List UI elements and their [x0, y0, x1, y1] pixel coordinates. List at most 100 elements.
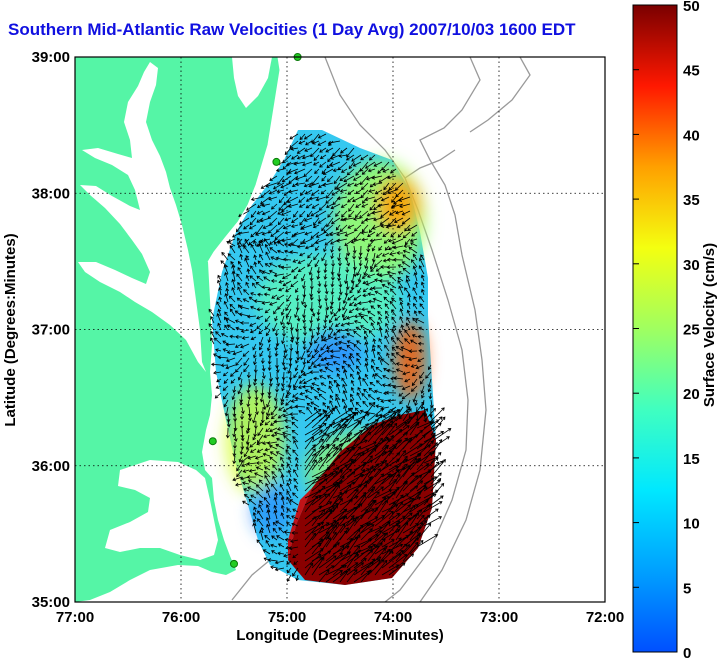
velocity-arrow — [411, 326, 418, 331]
velocity-arrow — [275, 451, 285, 457]
velocity-arrow — [240, 434, 245, 442]
velocity-arrow — [275, 364, 280, 374]
velocity-arrow — [375, 413, 383, 418]
velocity-arrow — [316, 308, 321, 316]
velocity-arrow — [378, 273, 390, 278]
velocity-arrow — [288, 357, 293, 367]
velocity-arrow — [236, 469, 243, 478]
velocity-arrow — [311, 556, 323, 569]
velocity-arrow — [339, 481, 355, 492]
velocity-arrow — [318, 483, 337, 499]
velocity-arrow — [328, 380, 334, 387]
velocity-arrow — [364, 196, 376, 202]
velocity-arrow — [303, 301, 308, 309]
velocity-arrow — [356, 340, 362, 345]
velocity-arrow — [409, 429, 423, 443]
velocity-arrow — [399, 297, 404, 303]
velocity-arrow — [398, 329, 404, 338]
velocity-arrow — [280, 456, 285, 464]
velocity-arrow — [264, 474, 271, 485]
velocity-arrow — [208, 308, 215, 317]
velocity-arrow — [268, 269, 278, 275]
velocity-arrow — [335, 393, 341, 401]
velocity-arrow — [388, 458, 408, 471]
velocity-arrow — [268, 189, 278, 195]
bathymetry-contours — [231, 57, 531, 602]
velocity-arrow — [250, 494, 257, 499]
velocity-arrow — [430, 495, 444, 506]
velocity-arrow — [325, 484, 340, 506]
velocity-arrow — [271, 483, 278, 492]
velocity-arrow — [250, 336, 257, 341]
velocity-arrow — [264, 308, 271, 314]
velocity-arrow — [411, 378, 418, 387]
velocity-arrow — [348, 355, 355, 366]
velocity-arrow — [217, 279, 222, 289]
velocity-arrow — [253, 254, 258, 261]
velocity-arrow — [258, 504, 264, 513]
velocity-arrow — [317, 280, 322, 288]
velocity-arrow — [222, 348, 229, 352]
velocity-arrow — [299, 217, 306, 226]
velocity-arrow — [311, 203, 320, 209]
velocity-arrow — [232, 448, 237, 457]
velocity-arrow — [388, 473, 401, 492]
velocity-arrow — [289, 133, 299, 140]
velocity-arrow — [414, 318, 425, 324]
velocity-arrow — [325, 570, 343, 583]
colorbar-tick-label: 30 — [683, 257, 700, 274]
velocity-arrow — [311, 357, 320, 365]
velocity-arrow — [296, 147, 306, 154]
velocity-arrow — [314, 396, 320, 401]
velocity-arrow — [253, 240, 257, 247]
velocity-arrow — [261, 203, 271, 208]
velocity-arrow — [314, 336, 320, 344]
velocity-arrow — [322, 168, 334, 175]
velocity-arrow — [407, 293, 411, 303]
velocity-arrow — [325, 231, 334, 237]
velocity-arrow — [378, 278, 390, 283]
velocity-arrow — [266, 399, 271, 408]
pamlico-sound — [105, 460, 218, 560]
velocity-arrow — [402, 475, 419, 492]
velocity-arrow — [406, 302, 411, 310]
velocity-arrow — [353, 182, 362, 187]
velocity-arrow — [410, 364, 418, 368]
velocity-arrow — [382, 168, 390, 173]
velocity-arrow — [404, 338, 411, 345]
velocity-arrow — [395, 368, 404, 373]
velocity-arrow — [380, 399, 390, 403]
colorbar-tick-label: 0 — [683, 645, 691, 659]
velocity-arrow — [233, 434, 238, 442]
velocity-arrow — [348, 301, 355, 306]
velocity-arrow — [304, 495, 318, 513]
velocity-arrow — [308, 266, 313, 276]
velocity-arrow — [238, 312, 250, 317]
velocity-arrow — [407, 224, 418, 231]
velocity-arrow — [402, 410, 420, 429]
velocity-arrow — [321, 252, 327, 262]
velocity-arrow — [342, 398, 348, 408]
velocity-arrow — [384, 289, 390, 296]
velocity-arrow — [336, 196, 348, 201]
velocity-arrow — [304, 495, 322, 506]
velocity-arrow — [240, 343, 250, 349]
velocity-arrow — [353, 319, 362, 324]
velocity-arrow — [289, 412, 299, 417]
velocity-arrow — [381, 161, 390, 171]
velocity-arrow — [419, 371, 425, 379]
velocity-arrow — [337, 273, 342, 282]
velocity-arrow — [420, 274, 425, 282]
velocity-arrow — [381, 513, 401, 527]
velocity-arrow — [256, 275, 264, 282]
velocity-arrow — [242, 469, 250, 473]
velocity-arrow — [304, 448, 316, 464]
velocity-arrow — [416, 515, 431, 527]
velocity-arrow — [420, 281, 425, 289]
velocity-arrow — [370, 266, 376, 273]
velocity-arrow — [409, 539, 424, 555]
velocity-arrow — [279, 491, 285, 499]
velocity-arrow — [398, 285, 404, 296]
velocity-arrow — [386, 270, 397, 275]
velocity-arrow — [257, 292, 264, 297]
